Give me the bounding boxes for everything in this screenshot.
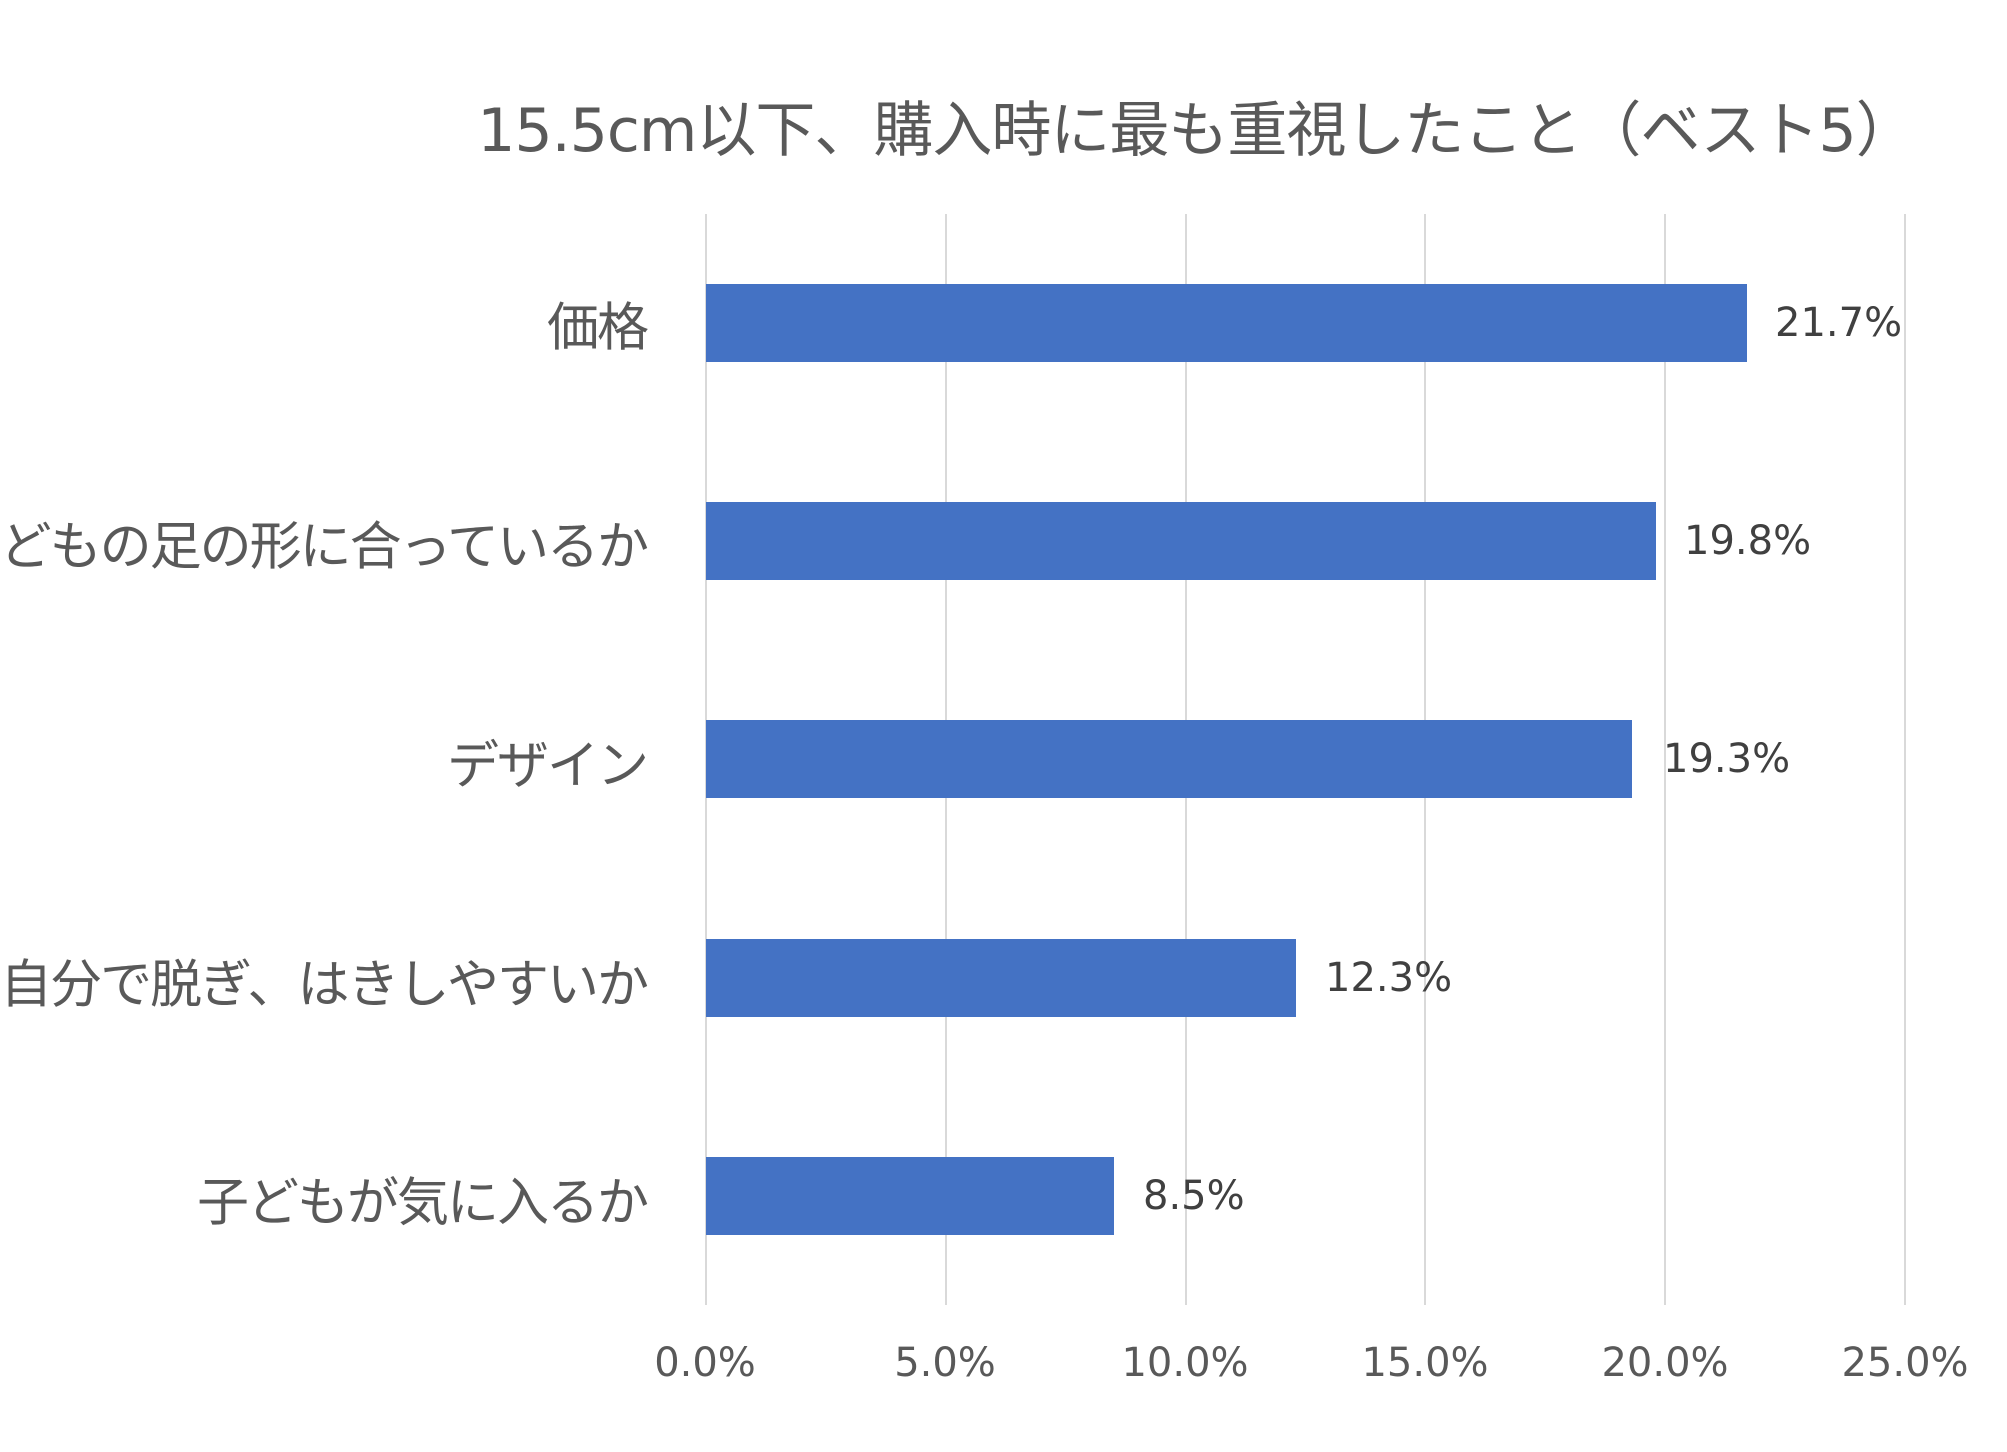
data-label: 8.5%: [1143, 1172, 1245, 1219]
bar-row: 8.5%: [705, 1087, 1904, 1305]
data-label: 12.3%: [1325, 954, 1453, 1001]
x-tick-label: 5.0%: [894, 1340, 996, 1386]
bar: [706, 1156, 1114, 1235]
x-tick-label: 25.0%: [1841, 1340, 1969, 1386]
data-label: 21.7%: [1775, 300, 1903, 346]
x-tick-label: 10.0%: [1121, 1340, 1249, 1386]
x-tick-label: 20.0%: [1601, 1340, 1729, 1386]
data-label: 19.3%: [1663, 736, 1791, 783]
bar: [706, 720, 1632, 799]
plot-area: 21.7% 19.8% 19.3% 12.3% 8.5%: [705, 214, 1906, 1305]
bar: [706, 284, 1747, 362]
category-label: 子どもの足の形に合っているか: [0, 517, 649, 578]
category-label: デザイン: [446, 736, 649, 797]
category-label: 子どもが気に入るか: [196, 1173, 649, 1234]
x-tick-label: 0.0%: [654, 1340, 756, 1386]
gridline-20: [1664, 214, 1667, 1305]
bar-row: 12.3%: [705, 869, 1904, 1087]
bar-row: 21.7%: [705, 214, 1904, 432]
x-tick-label: 15.0%: [1361, 1340, 1489, 1386]
category-label: 自分で脱ぎ、はきしやすいか: [0, 955, 649, 1016]
bar: [706, 938, 1296, 1017]
bar: [706, 502, 1656, 581]
bar-row: 19.8%: [705, 432, 1904, 650]
data-label: 19.8%: [1684, 518, 1812, 565]
gridline-25: [1904, 214, 1906, 1305]
bar-row: 19.3%: [705, 650, 1904, 868]
chart-title: 15.5cm以下、購入時に最も重視したこと（ベスト5）: [477, 96, 1915, 166]
category-label: 価格: [546, 298, 649, 359]
